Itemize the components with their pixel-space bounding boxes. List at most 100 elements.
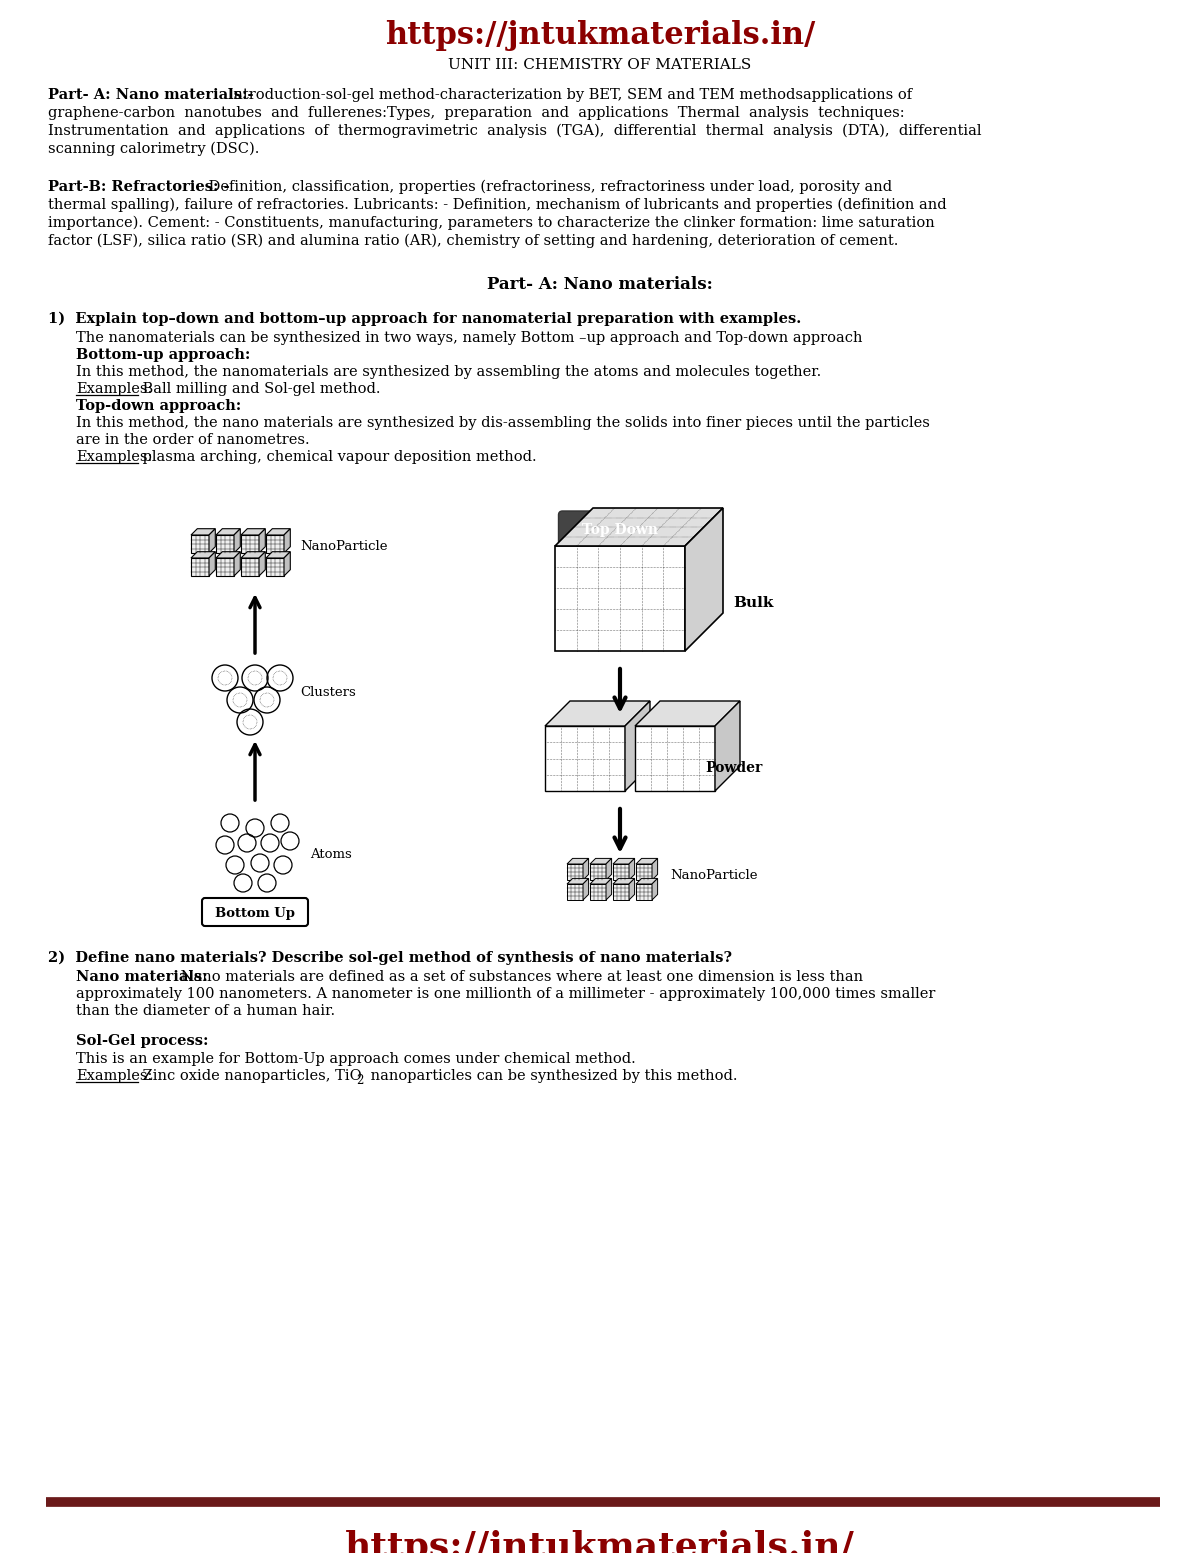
Polygon shape (629, 879, 635, 901)
Polygon shape (583, 859, 589, 881)
Bar (554, 547, 685, 651)
Polygon shape (636, 879, 658, 884)
FancyBboxPatch shape (558, 511, 682, 545)
Polygon shape (606, 879, 612, 901)
Text: Examples:: Examples: (76, 450, 152, 464)
Text: Examples:: Examples: (76, 382, 152, 396)
Polygon shape (629, 859, 635, 881)
Bar (216, 558, 234, 576)
Text: NanoParticle: NanoParticle (670, 870, 757, 882)
Bar (241, 534, 259, 553)
Polygon shape (568, 879, 589, 884)
Bar (568, 863, 583, 881)
Text: Examples:: Examples: (76, 1068, 152, 1082)
Polygon shape (259, 551, 265, 576)
Text: Clusters: Clusters (300, 686, 355, 699)
Text: Top-down approach:: Top-down approach: (76, 399, 241, 413)
Polygon shape (652, 859, 658, 881)
Text: Powder: Powder (706, 761, 762, 775)
Bar (545, 725, 625, 790)
Text: https://jntukmaterials.in/: https://jntukmaterials.in/ (346, 1530, 854, 1553)
Polygon shape (216, 528, 240, 534)
Polygon shape (216, 551, 240, 558)
Polygon shape (554, 508, 722, 547)
Text: thermal spalling), failure of refractories. Lubricants: - Definition, mechanism : thermal spalling), failure of refractori… (48, 197, 947, 213)
Text: NanoParticle: NanoParticle (300, 540, 388, 553)
Polygon shape (590, 879, 612, 884)
Bar (590, 884, 606, 901)
Polygon shape (583, 879, 589, 901)
Polygon shape (568, 859, 589, 863)
Text: Bottom-up approach:: Bottom-up approach: (76, 348, 251, 362)
Bar (636, 863, 652, 881)
Text: Ball milling and Sol-gel method.: Ball milling and Sol-gel method. (138, 382, 380, 396)
Text: In this method, the nanomaterials are synthesized by assembling the atoms and mo: In this method, the nanomaterials are sy… (76, 365, 821, 379)
Polygon shape (545, 700, 650, 725)
Polygon shape (209, 528, 215, 553)
Text: Top Down: Top Down (582, 523, 658, 537)
FancyBboxPatch shape (202, 898, 308, 926)
Bar (613, 884, 629, 901)
Text: The nanomaterials can be synthesized in two ways, namely Bottom –up approach and: The nanomaterials can be synthesized in … (76, 331, 863, 345)
Polygon shape (284, 551, 290, 576)
Text: https://jntukmaterials.in/: https://jntukmaterials.in/ (385, 20, 815, 51)
Polygon shape (191, 528, 215, 534)
Text: graphene-carbon  nanotubes  and  fullerenes:Types,  preparation  and  applicatio: graphene-carbon nanotubes and fullerenes… (48, 106, 905, 120)
Text: Part- A: Nano materials:-: Part- A: Nano materials:- (48, 89, 253, 102)
Bar (191, 534, 209, 553)
Bar (568, 884, 583, 901)
Polygon shape (625, 700, 650, 790)
Bar (613, 863, 629, 881)
Polygon shape (241, 551, 265, 558)
Polygon shape (635, 700, 740, 725)
Text: Definition, classification, properties (refractoriness, refractoriness under loa: Definition, classification, properties (… (204, 180, 892, 194)
Polygon shape (284, 528, 290, 553)
Polygon shape (209, 551, 215, 576)
Bar (216, 534, 234, 553)
Text: Zinc oxide nanoparticles, TiO: Zinc oxide nanoparticles, TiO (138, 1068, 361, 1082)
Bar (191, 558, 209, 576)
Bar (635, 725, 715, 790)
Bar (266, 558, 284, 576)
Text: 2: 2 (356, 1075, 364, 1087)
Text: Sol-Gel process:: Sol-Gel process: (76, 1034, 209, 1048)
Text: Bottom Up: Bottom Up (215, 907, 295, 919)
Bar (266, 534, 284, 553)
Polygon shape (590, 859, 612, 863)
Text: than the diameter of a human hair.: than the diameter of a human hair. (76, 1003, 335, 1019)
Text: Introduction-sol-gel method-characterization by BET, SEM and TEM methodsapplicat: Introduction-sol-gel method-characteriza… (223, 89, 912, 102)
Polygon shape (234, 551, 240, 576)
Text: Instrumentation  and  applications  of  thermogravimetric  analysis  (TGA),  dif: Instrumentation and applications of ther… (48, 124, 982, 138)
Polygon shape (613, 879, 635, 884)
Bar (590, 863, 606, 881)
Text: importance). Cement: - Constituents, manufacturing, parameters to characterize t: importance). Cement: - Constituents, man… (48, 216, 935, 230)
Text: This is an example for Bottom-Up approach comes under chemical method.: This is an example for Bottom-Up approac… (76, 1051, 636, 1065)
Text: 2)  Define nano materials? Describe sol-gel method of synthesis of nano material: 2) Define nano materials? Describe sol-g… (48, 950, 732, 966)
Polygon shape (266, 551, 290, 558)
Text: plasma arching, chemical vapour deposition method.: plasma arching, chemical vapour depositi… (138, 450, 536, 464)
Text: Part- A: Nano materials:: Part- A: Nano materials: (487, 276, 713, 294)
Text: 1)  Explain top–down and bottom–up approach for nanomaterial preparation with ex: 1) Explain top–down and bottom–up approa… (48, 312, 802, 326)
Polygon shape (606, 859, 612, 881)
Polygon shape (266, 528, 290, 534)
Text: UNIT III: CHEMISTRY OF MATERIALS: UNIT III: CHEMISTRY OF MATERIALS (449, 57, 751, 71)
Bar (636, 884, 652, 901)
Text: Bulk: Bulk (733, 596, 773, 610)
Polygon shape (636, 859, 658, 863)
Polygon shape (685, 508, 722, 651)
Polygon shape (259, 528, 265, 553)
Text: Part-B: Refractories: -: Part-B: Refractories: - (48, 180, 229, 194)
Text: In this method, the nano materials are synthesized by dis-assembling the solids : In this method, the nano materials are s… (76, 416, 930, 430)
Polygon shape (652, 879, 658, 901)
Polygon shape (241, 528, 265, 534)
Polygon shape (613, 859, 635, 863)
Polygon shape (191, 551, 215, 558)
Text: nanoparticles can be synthesized by this method.: nanoparticles can be synthesized by this… (366, 1068, 738, 1082)
Text: Nano materials are defined as a set of substances where at least one dimension i: Nano materials are defined as a set of s… (176, 971, 863, 985)
Text: are in the order of nanometres.: are in the order of nanometres. (76, 433, 310, 447)
Text: scanning calorimetry (DSC).: scanning calorimetry (DSC). (48, 141, 259, 157)
Text: factor (LSF), silica ratio (SR) and alumina ratio (AR), chemistry of setting and: factor (LSF), silica ratio (SR) and alum… (48, 235, 899, 248)
Text: approximately 100 nanometers. A nanometer is one millionth of a millimeter - app: approximately 100 nanometers. A nanomete… (76, 988, 935, 1002)
Text: Nano materials:: Nano materials: (76, 971, 208, 985)
Polygon shape (715, 700, 740, 790)
